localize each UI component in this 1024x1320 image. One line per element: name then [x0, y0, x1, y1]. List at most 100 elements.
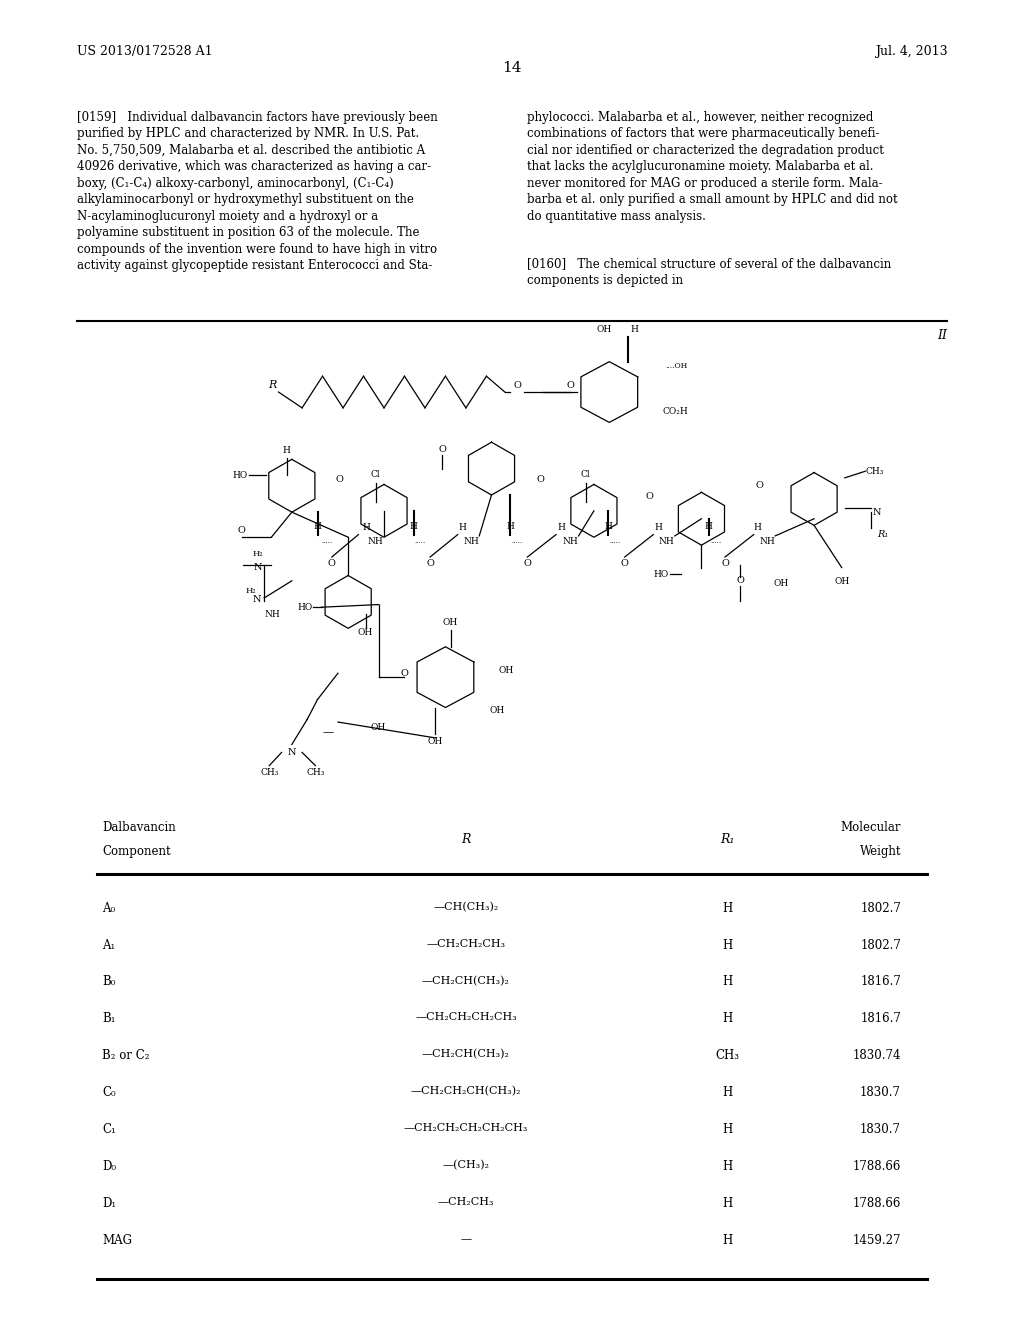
Text: H: H [362, 524, 371, 532]
Text: OH: OH [443, 618, 458, 627]
Text: OH: OH [835, 577, 849, 586]
Text: —CH₂CH(CH₃)₂: —CH₂CH(CH₃)₂ [422, 1049, 510, 1060]
Text: H: H [313, 523, 322, 531]
Text: OH: OH [489, 706, 505, 714]
Text: H: H [283, 446, 291, 455]
Text: H: H [722, 902, 732, 915]
Text: H: H [722, 939, 732, 952]
Text: R₁: R₁ [720, 833, 734, 846]
Text: Component: Component [102, 845, 171, 858]
Text: H: H [722, 1123, 732, 1137]
Text: [0159]   Individual dalbavancin factors have previously been
purified by HPLC an: [0159] Individual dalbavancin factors ha… [77, 111, 437, 272]
Text: O: O [335, 475, 343, 483]
Text: O: O [523, 560, 531, 568]
Text: O: O [426, 560, 434, 568]
Text: C₀: C₀ [102, 1086, 116, 1100]
Text: 1830.74: 1830.74 [853, 1049, 901, 1063]
Text: O: O [566, 381, 574, 389]
Text: H: H [506, 523, 514, 531]
Text: R: R [268, 380, 276, 391]
Text: NH: NH [264, 610, 280, 619]
Text: O: O [721, 560, 729, 568]
Text: Jul. 4, 2013: Jul. 4, 2013 [874, 45, 947, 58]
Text: NH: NH [368, 537, 384, 545]
Text: Cl: Cl [581, 470, 591, 479]
Text: H: H [722, 1197, 732, 1210]
Text: —CH(CH₃)₂: —CH(CH₃)₂ [433, 902, 499, 912]
Text: [0160]   The chemical structure of several of the dalbavancin
components is depi: [0160] The chemical structure of several… [527, 257, 892, 286]
Text: B₁: B₁ [102, 1012, 116, 1026]
Text: .....: ..... [610, 537, 621, 545]
Text: NH: NH [562, 537, 579, 545]
Text: —: — [323, 727, 333, 738]
Text: —CH₂CH₂CH₃: —CH₂CH₂CH₃ [426, 939, 506, 949]
Text: MAG: MAG [102, 1234, 132, 1247]
Text: CH₃: CH₃ [306, 768, 325, 776]
Text: O: O [756, 482, 764, 490]
Text: CH₃: CH₃ [715, 1049, 739, 1063]
Text: NH: NH [463, 537, 479, 545]
Text: H: H [705, 523, 713, 531]
Text: H: H [722, 1012, 732, 1026]
Text: 1802.7: 1802.7 [860, 902, 901, 915]
Text: A₁: A₁ [102, 939, 116, 952]
Text: Dalbavancin: Dalbavancin [102, 821, 176, 834]
Text: H: H [459, 524, 467, 532]
Text: NH: NH [658, 537, 675, 545]
Text: .....: ..... [322, 537, 332, 545]
Text: 1816.7: 1816.7 [860, 1012, 901, 1026]
Text: O: O [438, 445, 446, 454]
Text: CH₃: CH₃ [260, 768, 279, 776]
Text: .....: ..... [512, 537, 522, 545]
Text: —CH₂CH₃: —CH₂CH₃ [437, 1197, 495, 1208]
Text: OH: OH [428, 737, 442, 746]
Text: 1788.66: 1788.66 [853, 1160, 901, 1173]
Text: HO: HO [297, 603, 312, 611]
Text: 14: 14 [502, 61, 522, 75]
Text: Cl: Cl [371, 470, 381, 479]
Text: NH: NH [759, 537, 775, 545]
Text: CO₂H: CO₂H [663, 408, 688, 416]
Text: H: H [722, 1234, 732, 1247]
Text: US 2013/0172528 A1: US 2013/0172528 A1 [77, 45, 212, 58]
Text: Molecular: Molecular [841, 821, 901, 834]
Text: H: H [631, 325, 639, 334]
Text: O: O [645, 492, 653, 500]
Text: —CH₂CH₂CH(CH₃)₂: —CH₂CH₂CH(CH₃)₂ [411, 1086, 521, 1097]
Text: A₀: A₀ [102, 902, 116, 915]
Text: R: R [461, 833, 471, 846]
Text: H: H [557, 524, 565, 532]
Text: N: N [253, 595, 261, 605]
Text: N: N [254, 564, 262, 572]
Text: D₀: D₀ [102, 1160, 117, 1173]
Text: .....: ..... [415, 537, 425, 545]
Text: —CH₂CH₂CH₂CH₂CH₃: —CH₂CH₂CH₂CH₂CH₃ [403, 1123, 528, 1134]
Text: —CH₂CH₂CH₂CH₃: —CH₂CH₂CH₂CH₃ [415, 1012, 517, 1023]
Text: O: O [513, 381, 521, 389]
Text: O: O [400, 669, 409, 677]
Text: OH: OH [371, 723, 386, 731]
Text: H: H [722, 1160, 732, 1173]
Text: H: H [654, 524, 663, 532]
Text: H: H [722, 975, 732, 989]
Text: —(CH₃)₂: —(CH₃)₂ [442, 1160, 489, 1171]
Text: H: H [604, 523, 612, 531]
Text: O: O [537, 475, 545, 483]
Text: D₁: D₁ [102, 1197, 117, 1210]
Text: OH: OH [597, 325, 611, 334]
Text: H: H [754, 524, 762, 532]
Text: 1830.7: 1830.7 [860, 1086, 901, 1100]
Text: 1459.27: 1459.27 [853, 1234, 901, 1247]
Text: HO: HO [653, 570, 669, 578]
Text: O: O [238, 527, 246, 535]
Text: C₁: C₁ [102, 1123, 116, 1137]
Text: 1802.7: 1802.7 [860, 939, 901, 952]
Text: B₂ or C₂: B₂ or C₂ [102, 1049, 150, 1063]
Text: H₂: H₂ [246, 587, 256, 595]
Text: OH: OH [773, 579, 788, 587]
Text: 1816.7: 1816.7 [860, 975, 901, 989]
Text: H₂: H₂ [253, 550, 263, 558]
Text: O: O [328, 560, 336, 568]
Text: —: — [461, 1234, 471, 1245]
Text: 1830.7: 1830.7 [860, 1123, 901, 1137]
